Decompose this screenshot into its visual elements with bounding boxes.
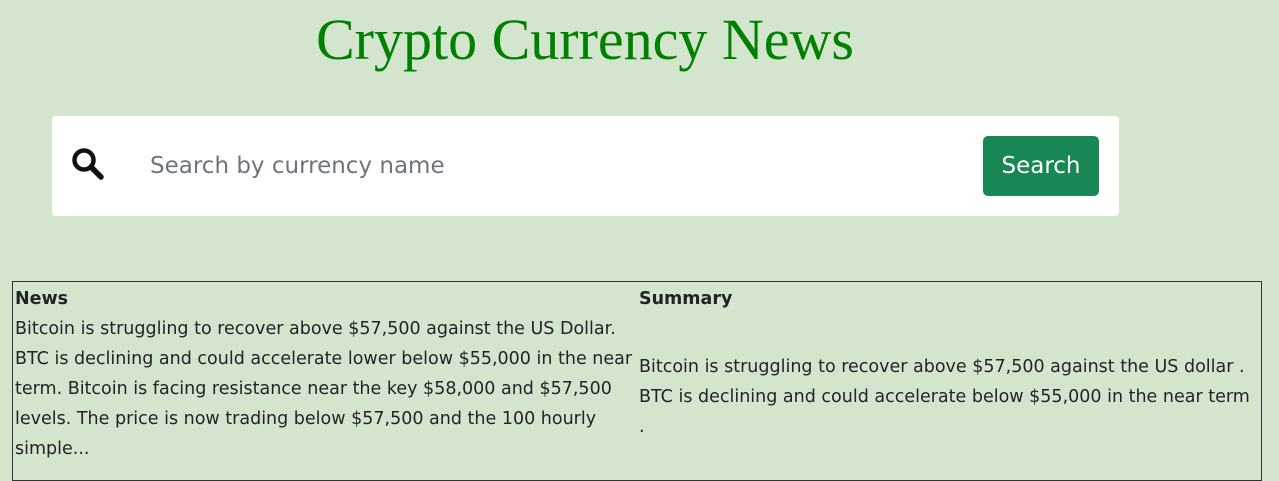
table-header-row: News Summary: [13, 282, 1262, 315]
news-table: News Summary Bitcoin is struggling to re…: [12, 281, 1262, 481]
column-header-summary: Summary: [639, 289, 733, 309]
table-row: Bitcoin is struggling to recover above $…: [13, 314, 1262, 481]
search-bar: Search: [52, 116, 1119, 216]
column-header-news: News: [15, 289, 69, 309]
page-title: Crypto Currency News: [315, 7, 854, 72]
search-icon: [70, 146, 106, 182]
news-cell: Bitcoin is struggling to recover above $…: [15, 319, 633, 459]
search-button[interactable]: Search: [983, 136, 1099, 196]
summary-cell: Bitcoin is struggling to recover above $…: [639, 357, 1250, 437]
search-input[interactable]: [140, 142, 970, 190]
